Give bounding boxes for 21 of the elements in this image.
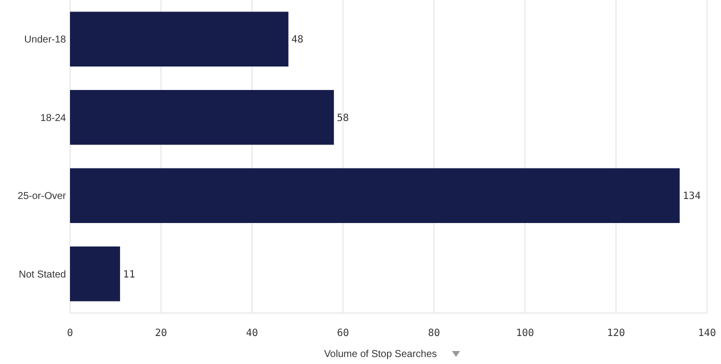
- y-tick-label: 25-or-Over: [18, 191, 67, 202]
- x-tick-label: 40: [246, 328, 258, 339]
- x-tick-label: 100: [516, 328, 534, 339]
- data-label: 58: [336, 112, 349, 124]
- y-tick-label: Not Stated: [18, 269, 66, 280]
- x-tick-label: 140: [698, 328, 716, 339]
- bar: [70, 246, 120, 302]
- y-tick-label: 18-24: [40, 112, 66, 124]
- x-tick-label: 80: [428, 328, 440, 339]
- bar: [70, 12, 288, 67]
- x-tick-label: 60: [336, 328, 350, 339]
- x-tick-label: 0: [66, 328, 74, 339]
- bar: [70, 90, 334, 145]
- data-label: 48: [291, 34, 304, 46]
- data-label: 11: [123, 269, 136, 280]
- bar: [70, 168, 680, 224]
- data-label: 134: [682, 191, 701, 202]
- x-tick-label: 20: [154, 328, 168, 339]
- y-tick-label: Under-18: [24, 34, 66, 46]
- x-tick-label: 120: [606, 328, 626, 339]
- x-axis-title: Volume of Stop Searches: [324, 349, 437, 360]
